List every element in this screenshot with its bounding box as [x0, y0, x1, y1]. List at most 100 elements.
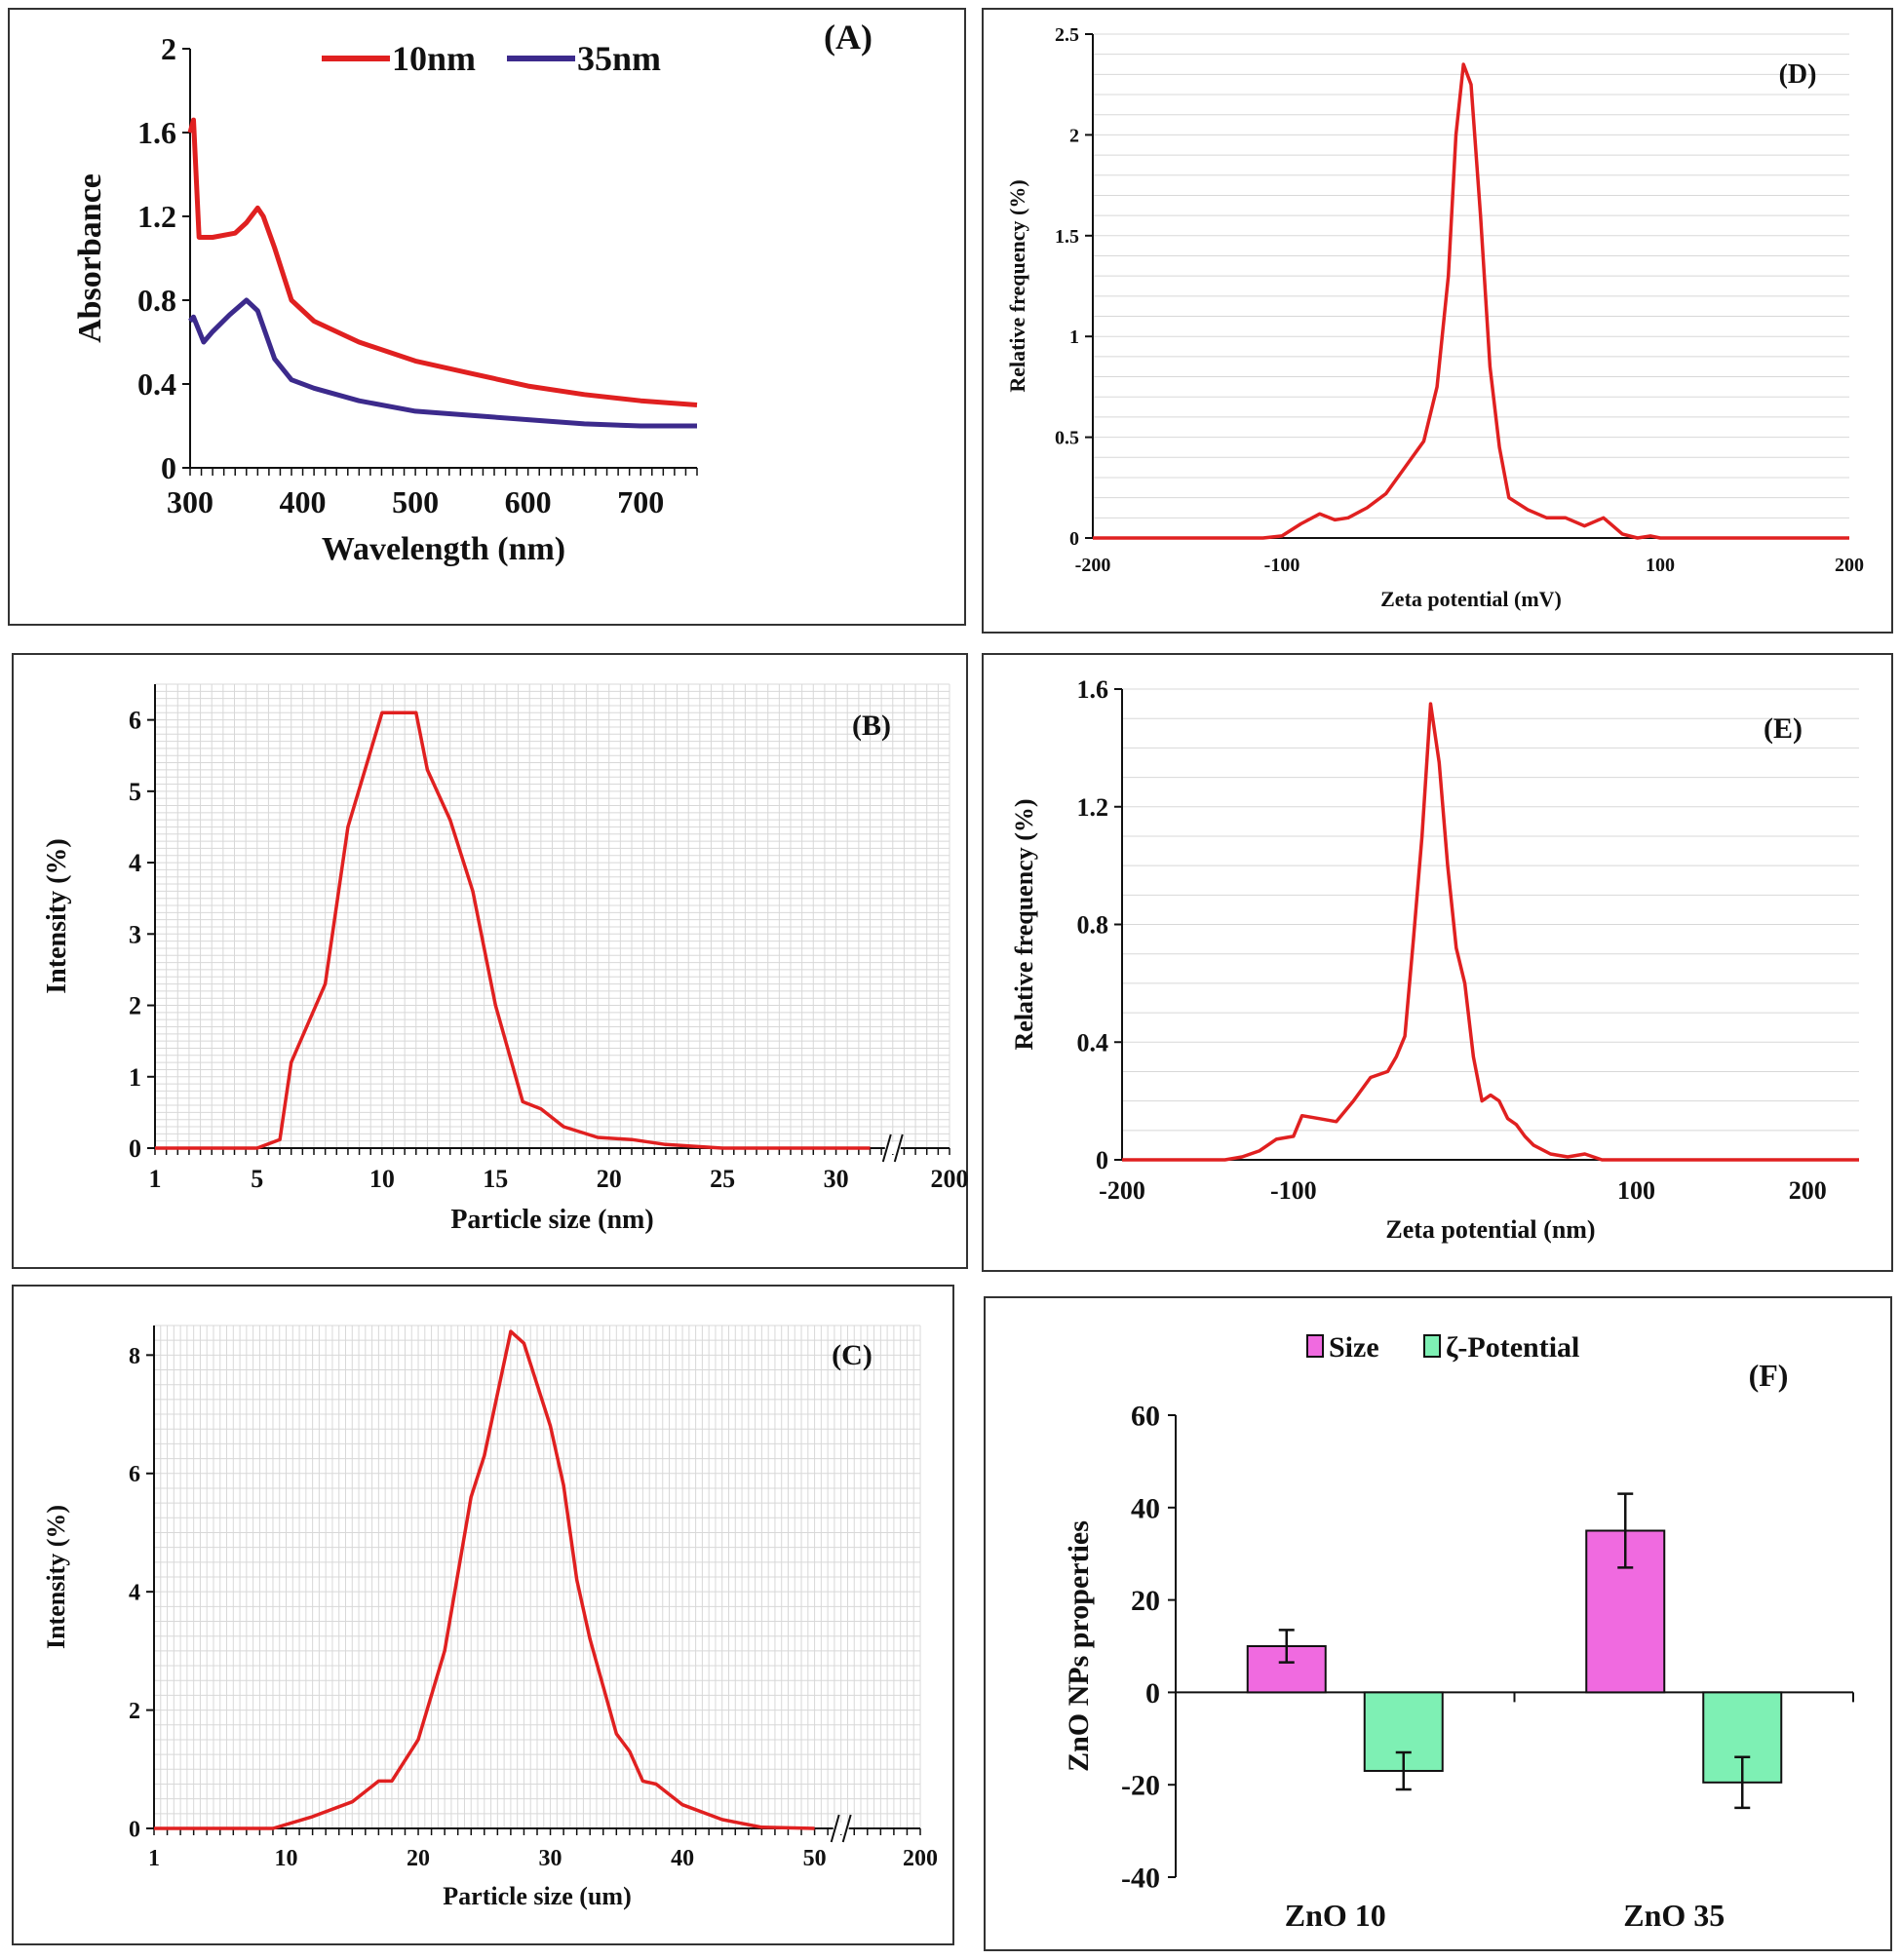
legend-label: ζ-Potential — [1446, 1331, 1579, 1364]
axis-break-mark — [881, 1134, 892, 1163]
x-tick-label: 10 — [275, 1846, 298, 1871]
panel-e: 0 0.4 0.8 1.2 1.6 -200 -100 100 200 Zeta potentia… — [982, 653, 1893, 1272]
x-tick-label: -100 — [1270, 1176, 1317, 1205]
y-tick-label: 0 — [1096, 1146, 1108, 1174]
y-tick-label: 6 — [129, 707, 141, 735]
x-tick-label: 1 — [148, 1846, 160, 1871]
x-tick-label: -100 — [1264, 555, 1300, 576]
axis-break-mark — [893, 1134, 904, 1163]
y-tick-label: 20 — [1131, 1585, 1160, 1617]
y-tick-label: 4 — [129, 1581, 140, 1606]
series-line-zeta — [1093, 62, 1849, 540]
x-tick-label: 100 — [1617, 1176, 1655, 1205]
x-axis-title: Wavelength (nm) — [322, 531, 565, 567]
legend-label: Size — [1329, 1331, 1379, 1364]
y-tick-label: 1.2 — [137, 199, 176, 234]
y-tick-label: 1.6 — [137, 115, 176, 150]
series-line-35nm — [188, 297, 697, 429]
x-tick-label: 15 — [483, 1165, 508, 1193]
x-tick-label: 300 — [167, 484, 213, 519]
x-tick-label: 100 — [1646, 555, 1675, 576]
x-axis-title: Zeta potential (mV) — [1380, 587, 1562, 611]
y-tick-label: 0.8 — [1077, 911, 1109, 940]
x-tick-label: 1 — [149, 1165, 162, 1193]
y-tick-label: 0.5 — [1055, 428, 1079, 449]
x-axis-title: Particle size (um) — [443, 1882, 631, 1910]
series-line-size-distribution — [155, 711, 871, 1150]
y-tick-label: 0 — [1145, 1677, 1160, 1710]
x-tick-label: 10 — [369, 1165, 395, 1193]
x-tick-label: 20 — [407, 1846, 430, 1871]
y-tick-label: 0.4 — [137, 366, 176, 402]
y-tick-label: 1 — [129, 1063, 141, 1092]
y-tick-label: 3 — [129, 920, 141, 948]
panel-label: (A) — [824, 18, 872, 57]
y-tick-label: 0 — [161, 450, 176, 485]
chart-e: 0 0.4 0.8 1.2 1.6 -200 -100 100 200 Zeta potentia… — [1010, 675, 1859, 1244]
x-axis-title: Zeta potential (nm) — [1385, 1215, 1595, 1244]
y-tick-label: 1.6 — [1077, 675, 1109, 704]
panel-d: 0 0.5 1 1.5 2 2.5 -200 -100 100 200 Zeta potential… — [982, 8, 1893, 634]
x-tick-label: 30 — [539, 1846, 562, 1871]
x-tick-label: 25 — [710, 1165, 735, 1193]
y-tick-label: -40 — [1121, 1863, 1160, 1895]
y-tick-label: 0 — [129, 1134, 141, 1163]
x-tick-label: 200 — [1789, 1176, 1827, 1205]
panel-a: 0 0.4 0.8 1.2 1.6 2 300 400 500 600 700 Wavelength … — [8, 8, 966, 626]
y-tick-label: 1 — [1069, 327, 1079, 348]
x-tick-label: -200 — [1075, 555, 1111, 576]
y-axis-title: ZnO NPs properties — [1063, 1520, 1095, 1772]
axis-break-gap — [884, 1142, 901, 1154]
y-axis-title: Intensity (%) — [42, 838, 72, 993]
x-tick-label: 400 — [280, 484, 327, 519]
x-tick-label: 50 — [803, 1846, 827, 1871]
y-axis-title: Relative frequency (%) — [1005, 179, 1029, 392]
panel-b: 0 1 2 3 4 5 6 1 5 10 15 20 25 30 200 Particle size (nm)… — [12, 653, 969, 1269]
x-tick-label: 200 — [903, 1846, 938, 1871]
x-tick-label: -200 — [1099, 1176, 1145, 1205]
legend-swatch — [1306, 1334, 1324, 1358]
category-label: ZnO 10 — [1285, 1898, 1386, 1933]
y-tick-label: 2.5 — [1055, 24, 1079, 46]
x-tick-label: 30 — [824, 1165, 849, 1193]
x-tick-label: 500 — [392, 484, 439, 519]
x-tick-label: 200 — [1835, 555, 1864, 576]
x-tick-label: 40 — [671, 1846, 694, 1871]
y-tick-label: 0.4 — [1077, 1028, 1109, 1057]
legend-label: 35nm — [577, 39, 661, 78]
x-axis-title: Particle size (nm) — [450, 1205, 653, 1235]
y-tick-label: 2 — [161, 31, 176, 66]
y-tick-label: 4 — [129, 849, 141, 877]
x-tick-label: 600 — [505, 484, 552, 519]
x-tick-label: 5 — [251, 1165, 263, 1193]
y-tick-label: 0 — [1069, 528, 1079, 550]
y-tick-label: 40 — [1131, 1492, 1160, 1524]
axis-break-mark — [841, 1814, 852, 1843]
panel-f: -40 -20 0 20 40 60 ZnO 10 ZnO 35 ZnO NPs propert… — [984, 1296, 1892, 1951]
y-tick-label: 0.8 — [137, 283, 176, 318]
y-tick-label: 5 — [129, 778, 141, 806]
y-tick-label: 60 — [1131, 1401, 1160, 1433]
y-tick-label: 2 — [129, 992, 141, 1020]
series-line-zeta — [1122, 702, 1859, 1162]
panel-label: (F) — [1749, 1358, 1789, 1393]
axis-break-gap — [833, 1823, 849, 1834]
chart-a: 0 0.4 0.8 1.2 1.6 2 300 400 500 600 700 Wavelength … — [72, 18, 872, 567]
legend-label: 10nm — [392, 39, 476, 78]
y-tick-label: 2 — [1069, 125, 1079, 146]
category-label: ZnO 35 — [1623, 1898, 1725, 1933]
y-axis-title: Relative frequency (%) — [1010, 798, 1038, 1050]
axis-break-mark — [830, 1814, 840, 1843]
panel-label: (E) — [1764, 712, 1803, 745]
chart-c: 0 2 4 6 8 1 10 20 30 40 50 200 Particle size (um) Int… — [42, 1325, 938, 1910]
chart-f: -40 -20 0 20 40 60 ZnO 10 ZnO 35 ZnO NPs propert… — [1063, 1331, 1854, 1933]
x-tick-label: 200 — [931, 1165, 969, 1193]
y-tick-label: 2 — [129, 1699, 140, 1724]
series-line-10nm — [187, 117, 698, 407]
panel-label: (C) — [832, 1339, 872, 1371]
panel-label: (B) — [852, 710, 891, 742]
y-tick-label: 0 — [129, 1817, 140, 1842]
y-tick-label: 8 — [129, 1344, 140, 1369]
y-axis-title: Intensity (%) — [42, 1505, 70, 1649]
